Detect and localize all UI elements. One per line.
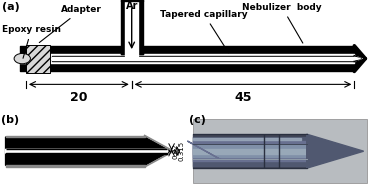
Bar [26, 45, 50, 73]
Text: 20: 20 [70, 91, 88, 104]
Bar [193, 119, 367, 183]
Polygon shape [187, 141, 224, 161]
Text: (b): (b) [1, 115, 19, 125]
Text: Tapered capillary: Tapered capillary [160, 10, 248, 53]
Polygon shape [354, 46, 365, 59]
Circle shape [14, 53, 30, 64]
Text: 45: 45 [234, 91, 252, 104]
Text: (c): (c) [189, 115, 206, 125]
Text: Nebulizer  body: Nebulizer body [242, 3, 322, 43]
Text: Adapter: Adapter [39, 5, 102, 43]
Text: Epoxy resin: Epoxy resin [2, 25, 61, 58]
Polygon shape [354, 59, 365, 71]
Polygon shape [6, 149, 168, 153]
Text: 0.315: 0.315 [178, 141, 184, 161]
Polygon shape [307, 134, 364, 168]
Polygon shape [6, 137, 171, 165]
Polygon shape [187, 23, 224, 66]
Polygon shape [354, 57, 361, 60]
Text: (a): (a) [2, 2, 20, 12]
Text: 0.02: 0.02 [173, 143, 178, 159]
Text: Ar: Ar [125, 1, 138, 11]
